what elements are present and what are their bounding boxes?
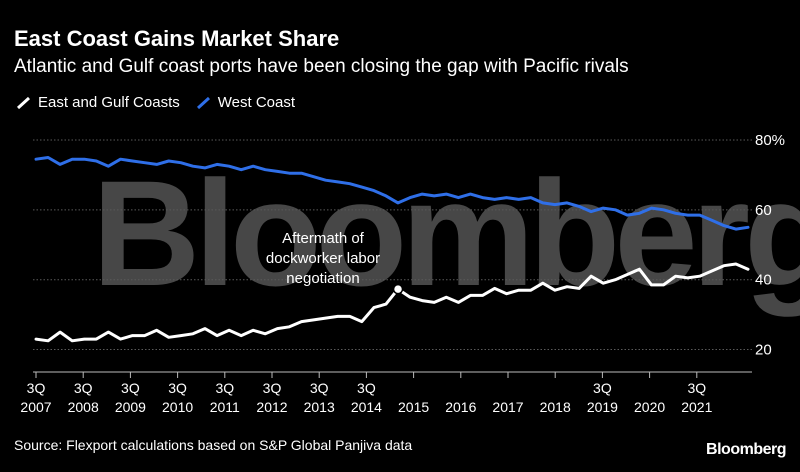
legend: East and Gulf Coasts West Coast [16,94,311,111]
y-tick-label: 20 [755,342,772,359]
brand-logo: Bloomberg [706,441,786,458]
x-tick-quarter-label: 3Q [310,380,329,396]
x-tick-year-label: 2021 [681,399,712,415]
x-tick-year-label: 2018 [540,399,571,415]
x-tick-quarter-label: 3Q [687,380,706,396]
x-tick-year-label: 2013 [304,399,335,415]
legend-label-east-gulf: East and Gulf Coasts [38,94,180,111]
x-tick-year-label: 2009 [115,399,146,415]
x-tick-quarter-label: 3Q [357,380,376,396]
x-tick-year-label: 2014 [351,399,382,415]
legend-swatch-east-gulf-icon [16,96,31,109]
y-tick-label: 40 [755,272,772,289]
chart-subtitle: Atlantic and Gulf coast ports have been … [14,56,629,77]
y-tick-label: 60 [755,202,772,219]
x-tick-year-label: 2019 [587,399,618,415]
x-tick-year-label: 2015 [398,399,429,415]
x-tick-quarter-label: 3Q [215,380,234,396]
x-tick-year-label: 2008 [68,399,99,415]
legend-item-west: West Coast [196,94,295,111]
source-note: Source: Flexport calculations based on S… [14,437,413,453]
y-tick-label: 80% [755,132,785,149]
x-tick-year-label: 2007 [20,399,51,415]
x-tick-quarter-label: 3Q [74,380,93,396]
x-tick-quarter-label: 3Q [593,380,612,396]
legend-label-west: West Coast [217,94,295,111]
x-tick-year-label: 2010 [162,399,193,415]
series-line-west [34,156,750,231]
annotation-marker [392,283,404,295]
x-tick-year-label: 2011 [210,399,240,415]
series-line-east-gulf [34,262,750,343]
legend-swatch-west-icon [196,96,210,109]
x-tick-quarter-label: 3Q [27,380,46,396]
annotation-text-line: negotiation [286,270,359,287]
x-tick-year-label: 2012 [256,399,287,415]
chart-title: East Coast Gains Market Share [14,26,340,51]
x-tick-year-label: 2016 [445,399,476,415]
legend-item-east-gulf: East and Gulf Coasts [16,94,180,111]
x-tick-quarter-label: 3Q [168,380,187,396]
x-tick-quarter-label: 3Q [263,380,282,396]
annotation-text-line: Aftermath of [282,230,365,247]
x-tick-quarter-label: 3Q [121,380,140,396]
annotation-text-line: dockworker labor [266,250,380,267]
x-tick-year-label: 2017 [492,399,523,415]
x-tick-year-label: 2020 [634,399,665,415]
